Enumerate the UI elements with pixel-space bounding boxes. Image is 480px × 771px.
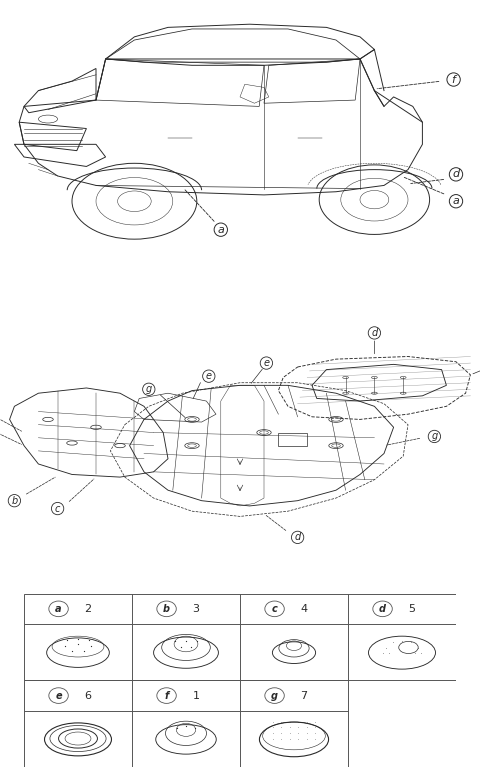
Text: e: e bbox=[206, 371, 212, 381]
Text: d: d bbox=[379, 604, 386, 614]
Text: 1: 1 bbox=[192, 691, 200, 701]
Text: 6: 6 bbox=[84, 691, 92, 701]
Text: a: a bbox=[217, 224, 224, 234]
Text: 2: 2 bbox=[84, 604, 92, 614]
Text: d: d bbox=[294, 533, 301, 542]
Text: f: f bbox=[165, 691, 168, 701]
Text: e: e bbox=[55, 691, 62, 701]
Text: a: a bbox=[55, 604, 62, 614]
Bar bbox=[24, 680, 348, 767]
Text: f: f bbox=[452, 75, 456, 85]
Text: 3: 3 bbox=[192, 604, 200, 614]
Text: g: g bbox=[145, 384, 152, 394]
Text: c: c bbox=[272, 604, 277, 614]
Text: g: g bbox=[271, 691, 278, 701]
Text: b: b bbox=[163, 604, 170, 614]
Text: b: b bbox=[11, 496, 18, 506]
Text: d: d bbox=[371, 328, 378, 338]
Text: g: g bbox=[431, 432, 438, 442]
Text: e: e bbox=[264, 358, 269, 368]
Text: 5: 5 bbox=[408, 604, 416, 614]
Text: d: d bbox=[453, 170, 459, 180]
Bar bbox=[24, 594, 456, 680]
Ellipse shape bbox=[65, 732, 91, 745]
Text: a: a bbox=[453, 197, 459, 206]
Bar bbox=[278, 433, 307, 446]
Text: 4: 4 bbox=[300, 604, 308, 614]
Text: 7: 7 bbox=[300, 691, 308, 701]
Text: c: c bbox=[55, 503, 60, 513]
